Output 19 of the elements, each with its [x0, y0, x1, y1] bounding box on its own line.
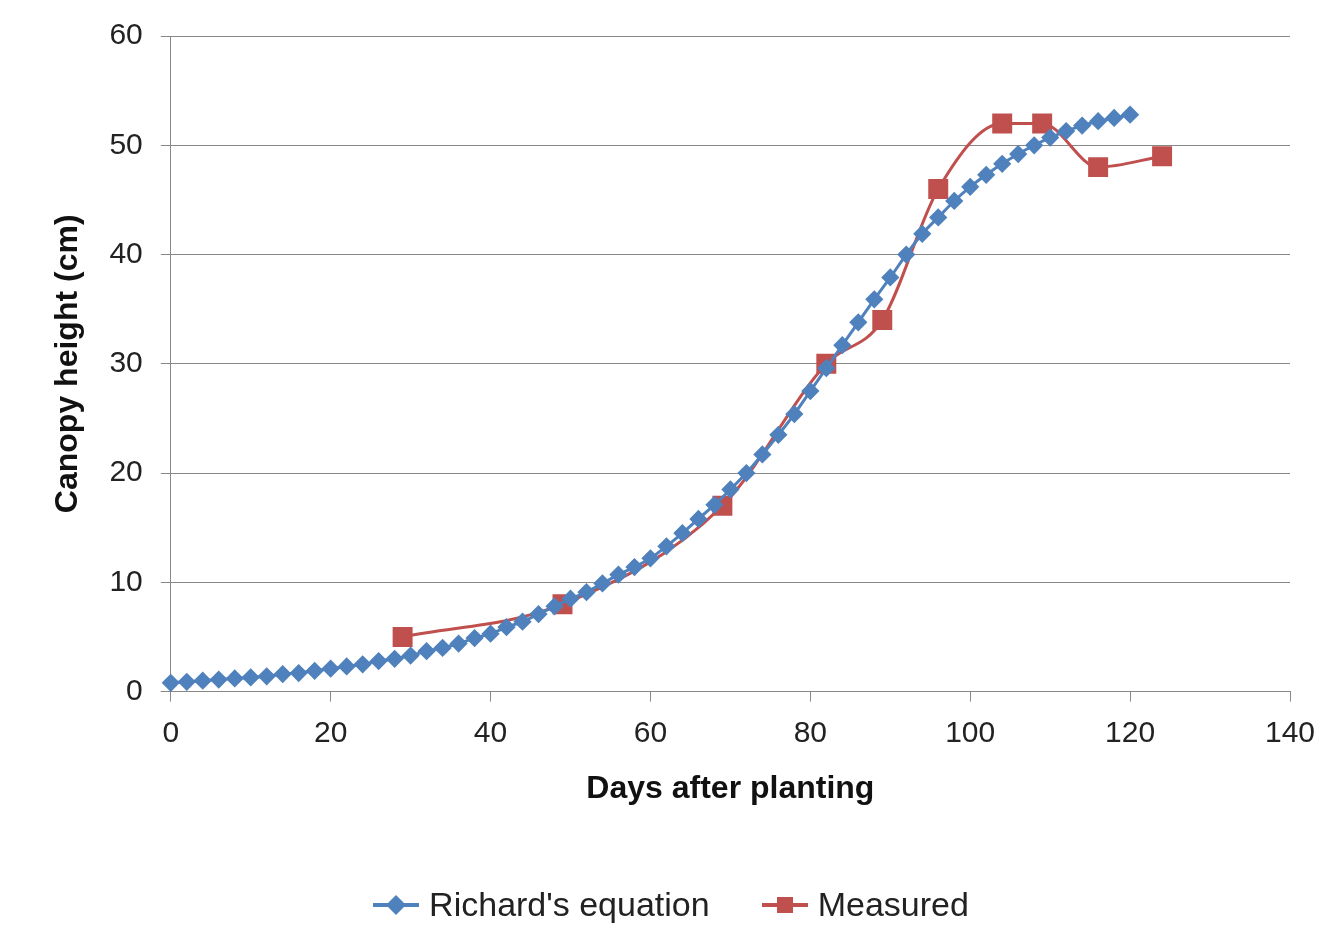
y-tick-label: 30 — [109, 345, 143, 379]
x-tick-label: 20 — [313, 714, 348, 748]
x-tick-label: 60 — [633, 714, 668, 748]
x-tick-label: 0 — [162, 714, 180, 748]
x-tick-label: 120 — [1105, 714, 1156, 748]
x-tick-label: 140 — [1264, 714, 1316, 748]
y-tick-label: 40 — [109, 235, 143, 269]
y-tick-label: 50 — [109, 126, 143, 160]
y-tick-label: 20 — [109, 454, 143, 488]
y-tick-label: 0 — [126, 672, 143, 706]
x-tick-label: 40 — [473, 714, 508, 748]
x-tick-label: 100 — [945, 714, 996, 748]
y-axis-title: Canopy height (cm) — [48, 214, 85, 514]
x-tick-label: 80 — [793, 714, 828, 748]
legend-label: Measured — [817, 885, 969, 924]
legend-label: Richard's equation — [429, 885, 710, 924]
y-tick-label: 10 — [109, 563, 143, 597]
y-tick-label: 60 — [109, 17, 143, 51]
x-axis-title: Days after planting — [586, 768, 875, 805]
